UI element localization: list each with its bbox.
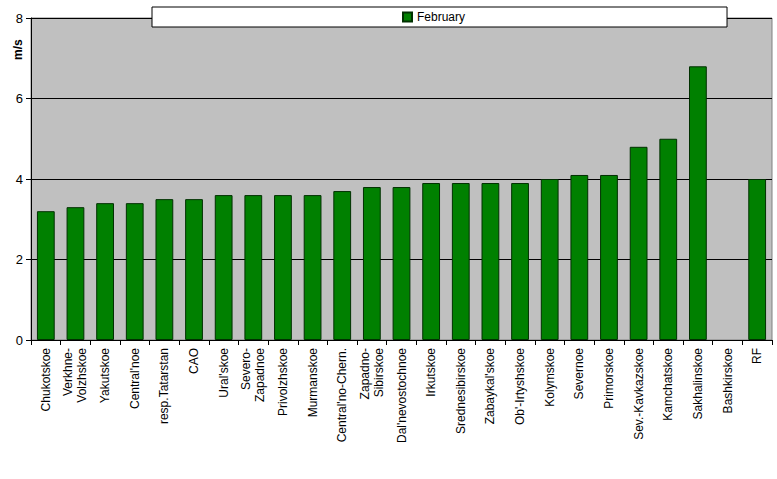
svg-text:Verkhne-: Verkhne- (61, 348, 75, 396)
svg-text:CAO: CAO (187, 348, 201, 374)
svg-text:Ural'skoe: Ural'skoe (217, 348, 231, 398)
svg-text:Irkutskoe: Irkutskoe (424, 348, 438, 397)
svg-text:Severnoe: Severnoe (572, 348, 586, 400)
svg-text:Privolzhskoe: Privolzhskoe (276, 348, 290, 416)
svg-text:0: 0 (16, 333, 23, 348)
svg-text:resp.Tatarstan: resp.Tatarstan (157, 348, 171, 424)
svg-text:RF: RF (750, 348, 764, 364)
svg-text:Zapadno-: Zapadno- (358, 348, 372, 399)
svg-text:Sakhalinskoe: Sakhalinskoe (691, 348, 705, 420)
svg-text:Dal'nevostochnoe: Dal'nevostochnoe (395, 348, 409, 443)
svg-text:Srednesibirskoe: Srednesibirskoe (454, 348, 468, 434)
svg-text:Sibirskoe: Sibirskoe (372, 348, 386, 398)
svg-text:m/s: m/s (11, 39, 25, 60)
svg-text:Central'noe: Central'noe (128, 348, 142, 409)
svg-text:Primorskoe: Primorskoe (602, 348, 616, 409)
svg-text:February: February (417, 10, 465, 24)
svg-text:Yakutskoe: Yakutskoe (98, 348, 112, 403)
svg-text:Zabaykal'skoe: Zabaykal'skoe (483, 348, 497, 425)
svg-text:4: 4 (16, 172, 23, 187)
svg-text:2: 2 (16, 252, 23, 267)
svg-text:Murmanskoe: Murmanskoe (306, 348, 320, 418)
svg-text:Central'no-Chern.: Central'no-Chern. (335, 348, 349, 442)
svg-text:Bashkirskoe: Bashkirskoe (721, 348, 735, 414)
svg-text:Kamchatskoe: Kamchatskoe (661, 348, 675, 421)
svg-text:Severo-: Severo- (239, 348, 253, 390)
svg-text:Kolymskoe: Kolymskoe (543, 348, 557, 407)
svg-text:Volzhskoe: Volzhskoe (75, 348, 89, 403)
svg-text:Ob'-Irtyshskoe: Ob'-Irtyshskoe (513, 348, 527, 425)
svg-text:Chukotskoe: Chukotskoe (39, 348, 53, 412)
svg-text:Sev.-Kavkazskoe: Sev.-Kavkazskoe (632, 348, 646, 440)
svg-text:8: 8 (16, 11, 23, 26)
svg-text:6: 6 (16, 91, 23, 106)
svg-text:Zapadnoe: Zapadnoe (253, 348, 267, 402)
